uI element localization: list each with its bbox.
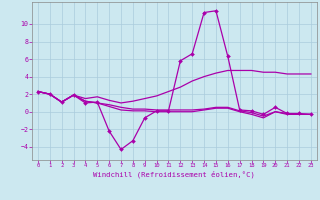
X-axis label: Windchill (Refroidissement éolien,°C): Windchill (Refroidissement éolien,°C): [93, 171, 255, 178]
